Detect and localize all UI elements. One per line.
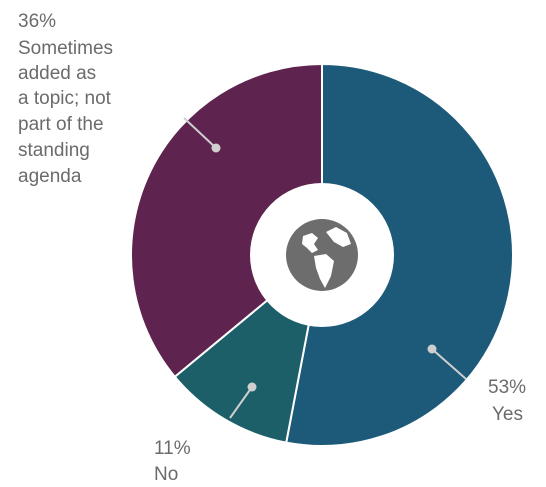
leader-yes: [431, 348, 467, 380]
label-sometimes-line-3: a topic; not: [18, 88, 112, 109]
label-sometimes-line-1: Sometimes: [18, 38, 113, 59]
slice-yes: [285, 62, 514, 447]
label-sometimes-line-5: standing: [18, 140, 90, 161]
label-sometimes: 36% Sometimes added as a topic; not part…: [18, 11, 113, 187]
label-no: 11% No: [154, 438, 191, 485]
leader-dot-sometimes: [211, 143, 221, 153]
leader-sometimes: [183, 117, 217, 149]
leader-dot-yes: [427, 344, 437, 354]
label-no-pct: 11%: [154, 438, 191, 459]
label-sometimes-line-2: added as: [18, 63, 96, 84]
label-leader-lines: [183, 117, 467, 419]
label-sometimes-pct: 36%: [18, 11, 56, 32]
leader-dot-no: [247, 382, 257, 392]
globe-icon: [286, 219, 358, 291]
label-no-name: No: [154, 464, 178, 485]
label-yes-pct: 53%: [488, 377, 526, 398]
label-sometimes-line-6: agenda: [18, 166, 82, 187]
leader-no: [229, 386, 253, 419]
slice-sometimes: [130, 62, 323, 379]
label-sometimes-line-4: part of the: [18, 114, 104, 135]
label-yes: 53% Yes: [488, 377, 526, 425]
label-yes-name: Yes: [492, 404, 523, 425]
